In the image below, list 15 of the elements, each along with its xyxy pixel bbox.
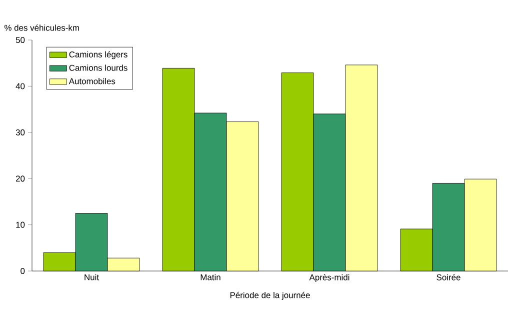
y-tick-label: 30 xyxy=(16,129,25,136)
y-tick-label: 50 xyxy=(16,37,25,43)
y-tick-label: 10 xyxy=(16,222,25,228)
y-tick-label: 40 xyxy=(16,83,25,90)
x-tick-label: Matin xyxy=(200,274,220,280)
legend-label: Camions légers xyxy=(69,51,128,60)
x-tick-label: Soirée xyxy=(436,274,460,280)
x-axis-title: Période de la journée xyxy=(230,292,310,300)
legend-label: Camions lourds xyxy=(69,64,128,71)
legend-label: Automobiles xyxy=(68,78,116,84)
x-tick-label: Après-midi xyxy=(309,274,350,282)
y-tick-label: 20 xyxy=(16,176,25,182)
y-axis-title: % des véhicules-km xyxy=(4,24,79,31)
y-tick-label: 0 xyxy=(20,268,25,274)
x-tick-label: Nuit xyxy=(84,274,99,280)
